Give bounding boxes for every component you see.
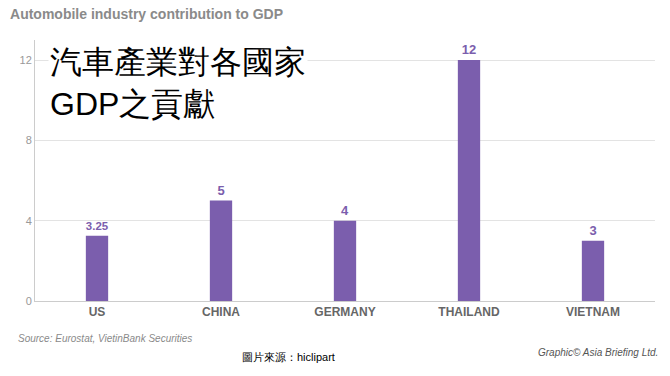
svg-text:3.25: 3.25 [86, 220, 109, 232]
svg-text:12: 12 [20, 54, 32, 66]
svg-text:4: 4 [341, 203, 349, 218]
svg-text:Automobile industry contributi: Automobile industry contribution to GDP [10, 6, 283, 22]
svg-text:0: 0 [26, 295, 32, 307]
svg-text:US: US [89, 305, 106, 319]
svg-text:GERMANY: GERMANY [314, 305, 375, 319]
svg-text:Source: Eurostat, VietinBank S: Source: Eurostat, VietinBank Securities [18, 333, 192, 344]
svg-text:汽車產業對各國家GDP之貢獻: 汽車產業對各國家GDP之貢獻 [50, 44, 306, 122]
svg-text:5: 5 [217, 183, 224, 198]
svg-text:Graphic© Asia Briefing Ltd.: Graphic© Asia Briefing Ltd. [538, 347, 658, 358]
svg-text:THAILAND: THAILAND [438, 305, 500, 319]
svg-text:4: 4 [26, 215, 32, 227]
svg-text:圖片來源：hiclipart: 圖片來源：hiclipart [242, 351, 335, 363]
svg-text:CHINA: CHINA [202, 305, 240, 319]
svg-text:8: 8 [26, 134, 32, 146]
svg-text:12: 12 [462, 42, 476, 57]
svg-text:VIETNAM: VIETNAM [566, 305, 620, 319]
svg-text:3: 3 [589, 223, 596, 238]
